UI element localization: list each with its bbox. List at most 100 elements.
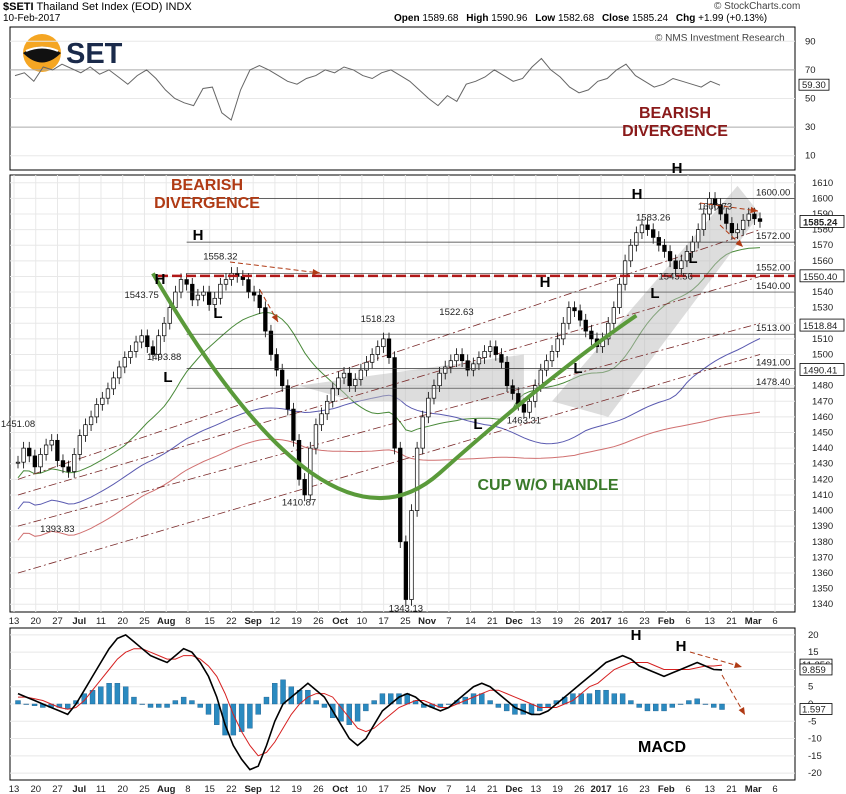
price-tick-label: 1580 — [812, 225, 833, 236]
macd-arrow-right-head — [734, 661, 742, 668]
macd-histogram-bar — [189, 700, 195, 705]
macd-histogram-bar — [653, 703, 659, 712]
price-x-label: 12 — [270, 616, 281, 627]
candle-body — [426, 397, 431, 418]
candle-body — [482, 351, 487, 358]
candle-body — [353, 379, 358, 387]
macd-histogram-bar — [354, 703, 361, 722]
candle-body — [555, 338, 560, 352]
high-marker: H — [631, 627, 642, 644]
high-label: High — [466, 13, 489, 24]
macd-histogram-bar — [619, 693, 626, 705]
macd-histogram-bar — [495, 703, 502, 708]
macd-histogram-bar — [122, 686, 129, 705]
candle-body — [454, 354, 459, 362]
candle-body — [38, 454, 43, 468]
macd-line — [17, 633, 723, 771]
candle-body — [392, 357, 397, 449]
candle-body — [358, 369, 364, 380]
candle-body — [268, 330, 274, 355]
macd-histogram-bar — [247, 703, 253, 729]
index-name: Thailand Set Index (EOD) — [36, 1, 163, 13]
macd-x-label: 11 — [96, 784, 106, 794]
candle-body — [105, 388, 111, 399]
price-tick-label: 1380 — [812, 537, 833, 548]
low-value: 1582.68 — [558, 13, 595, 24]
point-label: 1545.56 — [659, 271, 693, 282]
rsi-tick-label: 50 — [805, 94, 816, 105]
candle-body — [622, 260, 628, 285]
macd-x-label: 23 — [639, 784, 650, 794]
macd-histogram-bar — [520, 703, 526, 715]
price-badge-label: 1518.84 — [803, 321, 837, 332]
macd-histogram-bar — [338, 703, 344, 722]
price-x-label: 19 — [552, 616, 563, 627]
price-x-label: 21 — [487, 616, 498, 627]
level-label: 1600.00 — [756, 187, 790, 198]
cup-curve — [151, 272, 638, 500]
rsi-panel: 10 30 50 70 90 59.30 — [9, 26, 830, 171]
price-x-label: 19 — [291, 616, 302, 627]
candle-body — [251, 291, 257, 296]
ohlc-readout: Open 1589.68 High 1590.96 Low 1582.68 Cl… — [394, 13, 767, 24]
candle-body — [493, 346, 498, 355]
price-x-label: 16 — [618, 616, 629, 627]
macd-x-label: 15 — [204, 784, 215, 794]
macd-histogram-bar — [214, 703, 220, 725]
chg-label: Chg — [675, 13, 696, 24]
candle-body — [589, 330, 594, 340]
bearish-arrow-right-head — [750, 206, 758, 214]
macd-x-label: 12 — [270, 784, 281, 794]
candle-body — [667, 251, 673, 262]
macd-label: MACD — [638, 739, 686, 756]
price-x-label: 13 — [531, 616, 542, 627]
price-x-label: 8 — [185, 616, 190, 627]
candle-body — [32, 455, 38, 468]
price-tick-label: 1510 — [812, 334, 833, 345]
candle-body — [420, 416, 425, 449]
macd-x-label: 13 — [531, 784, 542, 794]
macd-tick-label: -15 — [808, 751, 822, 762]
price-tick-label: 1350 — [812, 584, 833, 595]
candle-body — [280, 369, 285, 387]
candle-body — [701, 213, 706, 230]
candle-body — [285, 385, 290, 410]
price-x-label: Oct — [332, 616, 349, 627]
macd-histogram-bar — [719, 703, 725, 710]
price-x-label: 10 — [357, 616, 368, 627]
macd-x-label: 20 — [117, 784, 128, 794]
price-x-label: 25 — [400, 616, 411, 627]
low-marker: L — [213, 305, 222, 322]
macd-x-label: Aug — [157, 784, 176, 794]
price-x-label: 21 — [726, 616, 737, 627]
point-label: 1518.23 — [361, 314, 395, 325]
candle-body — [274, 354, 279, 371]
price-panel: 1340135013601370138013901400141014201430… — [1, 174, 845, 627]
candle-body — [673, 260, 678, 269]
candle-body — [122, 357, 127, 368]
candle-body — [752, 213, 757, 220]
point-label: 1522.63 — [439, 307, 473, 318]
price-tick-label: 1590 — [812, 209, 833, 220]
candle-body — [184, 279, 189, 285]
candle-body — [111, 377, 116, 390]
candle-body — [178, 279, 184, 293]
candle-body — [409, 510, 414, 600]
macd-x-label: 21 — [487, 784, 498, 794]
credit: © NMS Investment Research — [655, 33, 785, 44]
macd-histogram-bar — [139, 703, 145, 705]
watermark: © StockCharts.com — [714, 1, 801, 12]
close-value: 1585.24 — [631, 13, 669, 24]
candle-body — [471, 363, 476, 371]
macd-histogram-bar — [164, 703, 170, 708]
macd-histogram-bar — [686, 700, 692, 705]
candle-body — [617, 283, 622, 309]
price-badge — [799, 363, 845, 376]
high-marker: H — [540, 274, 551, 291]
price-tick-label: 1360 — [812, 568, 833, 579]
macd-histogram-bar — [23, 703, 29, 705]
candle-body — [330, 388, 335, 402]
candle-body — [201, 291, 206, 296]
candle-body — [735, 229, 740, 234]
point-label: 1600.73 — [698, 201, 732, 212]
